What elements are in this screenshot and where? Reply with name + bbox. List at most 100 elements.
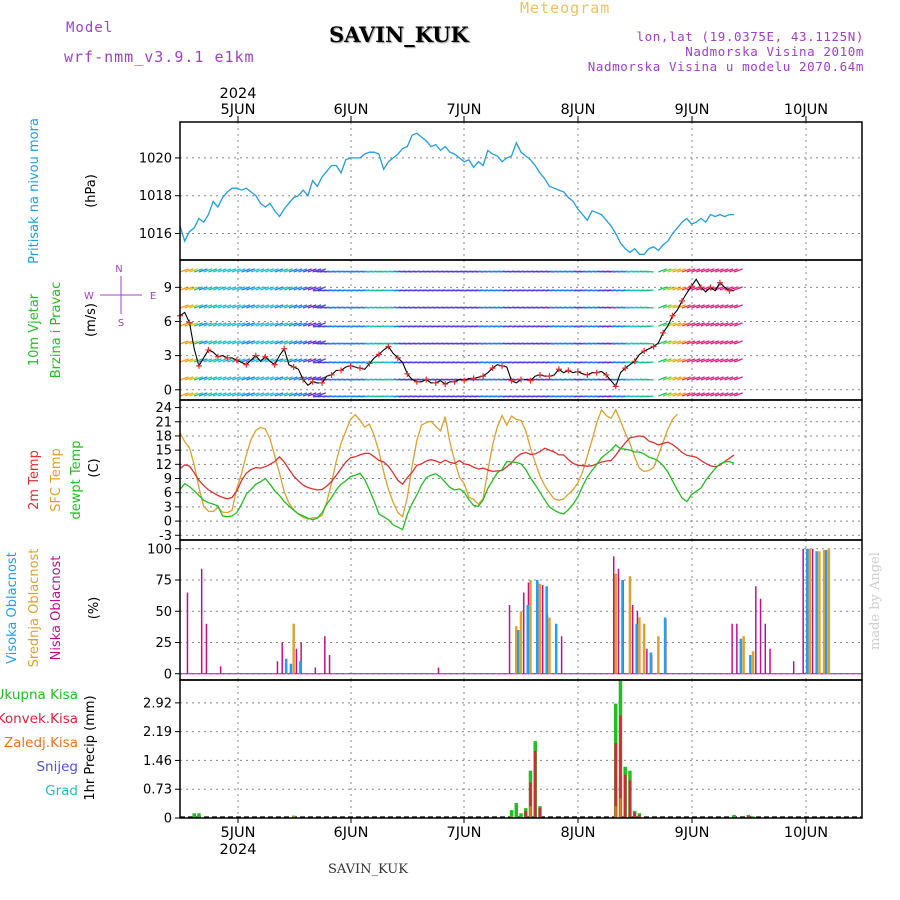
- wind-barb: [189, 286, 199, 291]
- wind-barb: [217, 268, 227, 273]
- wind-speed-marker: [679, 297, 686, 304]
- footer-station-label: SAVIN_KUK: [328, 862, 408, 877]
- conv-precip-bar: [623, 774, 627, 818]
- wind-speed-marker: [622, 365, 629, 372]
- high-cloud-bar: [526, 605, 529, 674]
- mid-cloud-bar: [548, 617, 551, 674]
- mid-cloud-bar: [292, 623, 295, 674]
- wind-barb: [236, 286, 246, 291]
- wind-barb: [705, 340, 715, 345]
- y-tick-label: 6: [164, 315, 172, 330]
- wind-barb: [729, 340, 739, 345]
- wind-barb: [184, 340, 194, 345]
- total-precip-bar: [732, 814, 736, 818]
- wind-barb: [198, 358, 208, 363]
- precip-unit-label: 1hr Precip (mm): [83, 695, 98, 800]
- wind-barb: [288, 392, 298, 397]
- wind-barb: [298, 392, 308, 397]
- wind-speed-marker: [413, 378, 420, 385]
- wind-barb: [686, 358, 696, 363]
- wind-speed-marker: [489, 365, 496, 372]
- wind-compass: [100, 276, 142, 314]
- wind-barb: [246, 392, 256, 397]
- wind-barb: [705, 322, 715, 327]
- conv-precip-bar: [533, 750, 537, 818]
- wind-barb: [227, 322, 237, 327]
- total-precip-bar: [197, 813, 201, 818]
- wind-barb: [691, 268, 701, 273]
- high-cloud-bar: [815, 551, 818, 674]
- meteogram-label: Meteogram: [520, 0, 611, 17]
- wind-barb: [255, 340, 265, 345]
- panel-frame: [179, 679, 863, 819]
- wind-barb: [222, 376, 232, 381]
- y-tick-label: 18: [155, 429, 172, 444]
- wind-barb: [279, 286, 289, 291]
- low-cloud-bar: [314, 667, 317, 674]
- wind-barb: [710, 358, 720, 363]
- conv-precip-bar: [633, 812, 636, 818]
- mid-cloud-bar: [519, 611, 523, 674]
- wind-barb: [298, 268, 308, 273]
- wind-barb: [302, 286, 312, 291]
- wind-barb: [719, 340, 729, 345]
- wind-barb: [222, 268, 232, 273]
- wind-speed-marker: [593, 369, 600, 376]
- low-cloud-bar: [276, 661, 279, 674]
- wind-speed-marker: [612, 383, 619, 390]
- wind-barb: [288, 358, 298, 363]
- wind-axis-subtitle: Brzina i Pravac: [49, 282, 64, 379]
- wind-barb: [241, 392, 251, 397]
- wind-barb: [250, 376, 260, 381]
- elevation-label: Nadmorska Visina 2010m: [685, 44, 864, 59]
- wind-barb: [714, 358, 724, 363]
- wind-barb: [644, 361, 654, 364]
- wind-barb: [696, 392, 705, 397]
- wind-barb: [250, 268, 260, 273]
- wind-barb: [231, 322, 241, 327]
- wind-barb: [184, 286, 194, 291]
- wind-barb: [696, 358, 705, 363]
- bottom-date-label: 8JUN: [561, 825, 596, 841]
- wind-barb: [179, 304, 189, 309]
- wind-barb: [691, 322, 701, 327]
- wind-barb: [644, 342, 654, 345]
- wind-barb: [677, 392, 686, 397]
- y-tick-label: 0: [164, 667, 172, 682]
- frozen-precip-bar: [292, 816, 295, 818]
- wind-barb: [677, 268, 686, 273]
- wind-barb: [662, 268, 672, 273]
- low-cloud-bar: [186, 592, 189, 674]
- wind-barb: [222, 322, 232, 327]
- wind-barb: [672, 376, 682, 381]
- wind-barb: [227, 340, 237, 345]
- wind-barb: [198, 268, 208, 273]
- wind-barb: [714, 392, 724, 397]
- wind-barb: [302, 304, 312, 309]
- wind-barb: [686, 268, 696, 273]
- top-date-label: 6JUN: [334, 102, 369, 118]
- wind-barb: [677, 376, 686, 381]
- wind-barb: [658, 268, 668, 273]
- wind-speed-marker: [688, 283, 695, 290]
- wind-barb: [250, 340, 260, 345]
- y-tick-label: 1.46: [143, 754, 172, 769]
- wind-speed-marker: [366, 360, 373, 367]
- wind-barb: [700, 358, 710, 363]
- wind-barb: [227, 304, 237, 309]
- wind-barb: [236, 340, 246, 345]
- wind-barb: [681, 392, 691, 397]
- y-tick-label: 0: [164, 383, 172, 398]
- dewpoint-axis-title: dewpt Temp: [69, 440, 84, 519]
- conv-precip-bar: [619, 715, 622, 818]
- wind-speed-marker: [271, 361, 278, 368]
- wind-barb: [705, 268, 715, 273]
- y-tick-label: 1018: [139, 189, 172, 204]
- model-label: Model: [66, 20, 114, 36]
- low-cloud-bar: [541, 585, 544, 674]
- wind-barb: [283, 322, 293, 327]
- wind-barb: [217, 392, 227, 397]
- wind-barb: [658, 392, 668, 397]
- wind-barb: [193, 322, 203, 327]
- wind-barb: [250, 304, 260, 309]
